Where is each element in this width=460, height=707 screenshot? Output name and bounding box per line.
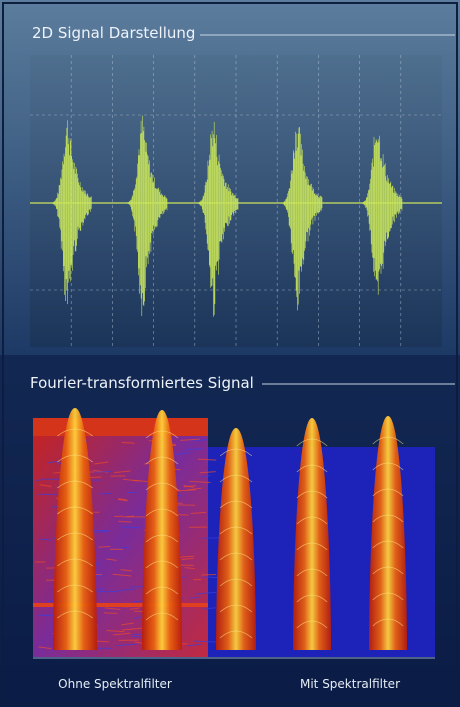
page: 2D Signal Darstellung Fourier-transformi…	[0, 0, 460, 707]
section-title: 2D Signal Darstellung	[32, 24, 195, 42]
poster: 2D Signal Darstellung Fourier-transformi…	[0, 0, 460, 707]
noise-top	[33, 418, 208, 436]
noise-streak	[94, 472, 111, 473]
caption: Ohne Spektralfilter	[58, 677, 172, 691]
noise-streak	[201, 575, 216, 576]
noise-streak	[38, 615, 56, 616]
caption: Mit Spektralfilter	[300, 677, 400, 691]
section-title: Fourier-transformiertes Signal	[30, 374, 254, 392]
